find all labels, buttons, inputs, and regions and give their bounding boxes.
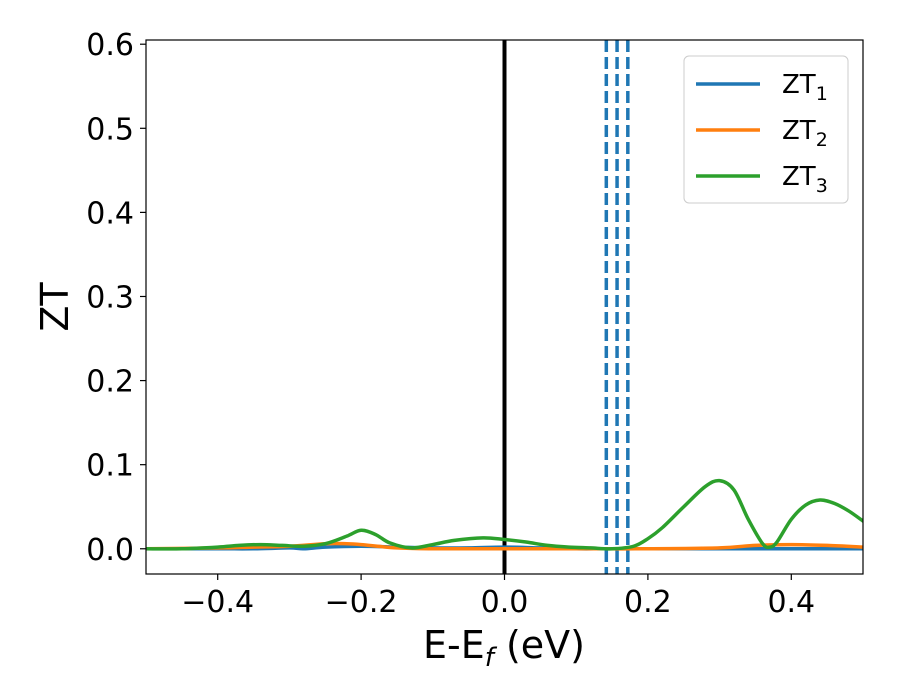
x-tick-label: −0.2 [325,585,398,620]
y-tick-label: 0.4 [86,196,134,231]
legend-label: ZT2 [782,116,828,151]
x-axis-title: E-Ef (eV) [423,623,585,673]
y-tick-label: 0.1 [86,449,134,484]
series-line-zt3 [146,478,863,551]
legend: ZT1 ZT2 ZT3 [683,55,849,204]
legend-label: ZT3 [782,162,828,197]
x-tick-label: 0.2 [624,585,672,620]
y-tick-label: 0.3 [86,280,134,315]
legend-item-zt3: ZT3 [696,162,828,197]
legend-label: ZT1 [782,70,828,105]
x-tick-label: −0.4 [181,585,254,620]
y-axis: 0.0 0.1 0.2 0.3 0.4 0.5 0.6 [86,28,146,568]
legend-item-zt2: ZT2 [696,116,828,151]
y-tick-label: 0.6 [86,28,134,63]
x-axis-title-unit: (eV) [494,623,585,667]
y-tick-label: 0.2 [86,365,134,400]
x-tick-label: 0.0 [481,585,529,620]
y-tick-label: 0.5 [86,112,134,147]
legend-item-zt1: ZT1 [696,70,828,105]
x-axis: −0.4 −0.2 0.0 0.2 0.4 [181,574,815,620]
legend-frame [683,55,849,204]
x-axis-title-main: E-E [423,623,485,667]
series-lines [146,478,863,551]
y-axis-title: ZT [33,282,77,332]
x-tick-label: 0.4 [767,585,815,620]
y-tick-label: 0.0 [86,533,134,568]
reference-lines [502,40,630,574]
